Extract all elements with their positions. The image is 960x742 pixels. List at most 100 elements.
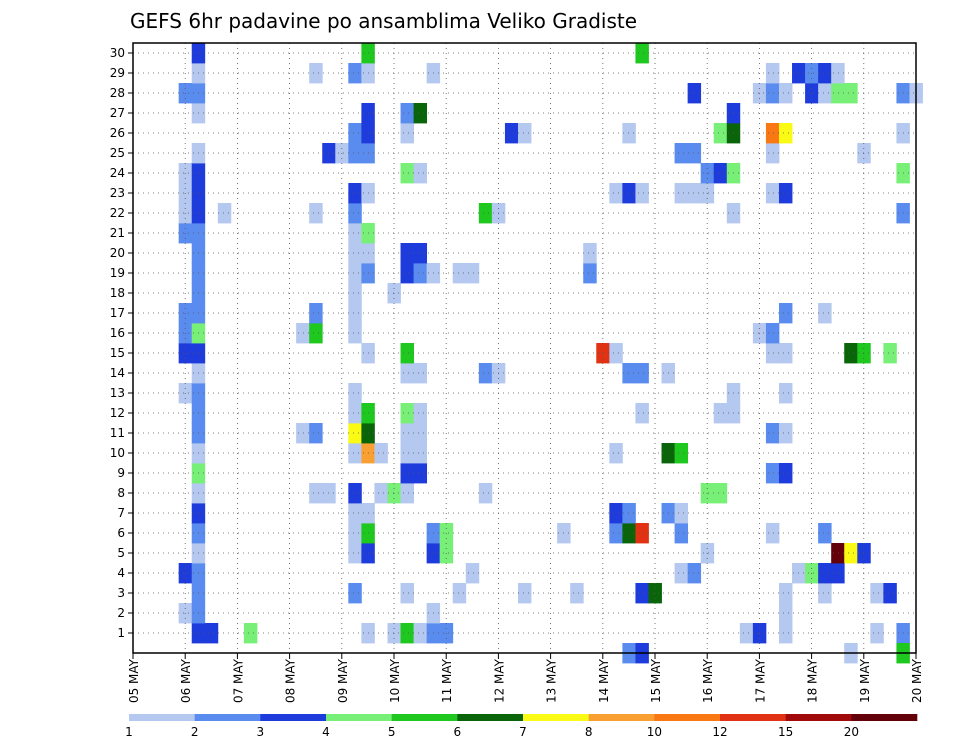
- x-tick-label: 18 MAY: [806, 658, 820, 703]
- heatmap-cell: [687, 83, 702, 104]
- heatmap-cell: [635, 183, 649, 204]
- x-tick-label: 11 MAY: [440, 658, 454, 703]
- heatmap-cell: [348, 63, 362, 84]
- x-tick-label: 09 MAY: [336, 658, 350, 703]
- heatmap-cell: [478, 483, 493, 504]
- legend-swatch: [260, 714, 327, 721]
- heatmap-cell: [765, 63, 780, 84]
- heatmap-cell: [348, 583, 362, 604]
- heatmap-cell: [348, 283, 362, 304]
- heatmap-cell: [309, 423, 323, 444]
- grid-lines: [133, 43, 916, 653]
- y-tick-label: 15: [110, 346, 125, 360]
- heatmap-cell: [831, 83, 845, 104]
- heatmap-cell: [413, 403, 428, 424]
- heatmap-cell: [622, 503, 636, 524]
- heatmap-cell: [452, 263, 467, 284]
- y-tick-label: 5: [117, 546, 125, 560]
- heatmap-cell: [765, 463, 780, 484]
- heatmap-cell: [622, 523, 636, 544]
- heatmap-cell: [765, 183, 780, 204]
- heatmap-cell: [674, 183, 689, 204]
- x-tick-label: 19 MAY: [858, 658, 872, 703]
- y-tick-label: 12: [110, 406, 125, 420]
- y-tick-label: 14: [110, 366, 125, 380]
- heatmap-cell: [348, 503, 362, 524]
- heatmap-cell: [818, 563, 832, 584]
- legend-swatch: [457, 714, 524, 721]
- heatmap-cell: [413, 443, 428, 464]
- heatmap-cell: [844, 343, 858, 364]
- x-tick-label: 06 MAY: [179, 658, 193, 703]
- heatmap-cell: [309, 323, 323, 344]
- legend-label: 10: [647, 725, 662, 739]
- heatmap-cell: [243, 623, 258, 644]
- legend-label: 20: [844, 725, 859, 739]
- heatmap-cell: [818, 303, 832, 324]
- heatmap-cell: [400, 483, 414, 504]
- heatmap-cell: [517, 123, 532, 144]
- heatmap-cell: [204, 623, 219, 644]
- x-tick-label: 15 MAY: [649, 658, 663, 703]
- y-tick-label: 8: [117, 486, 125, 500]
- heatmap-cell: [622, 123, 636, 144]
- heatmap-cell: [674, 503, 689, 524]
- x-tick-label: 20 MAY: [910, 658, 924, 703]
- y-tick-label: 20: [110, 246, 125, 260]
- legend-label: 2: [191, 725, 199, 739]
- heatmap-cell: [739, 623, 754, 644]
- heatmap-cell: [348, 223, 362, 244]
- heatmap-cell: [348, 263, 362, 284]
- heatmap-cell: [609, 503, 623, 524]
- y-tick-label: 7: [117, 506, 125, 520]
- heatmap-cell: [348, 183, 362, 204]
- heatmap-cell: [883, 583, 897, 604]
- x-tick-label: 13 MAY: [545, 658, 559, 703]
- y-tick-label: 30: [110, 46, 125, 60]
- heatmap-cell: [374, 443, 388, 464]
- heatmap-cell: [635, 583, 649, 604]
- heatmap-cell: [778, 463, 793, 484]
- chart-title: GEFS 6hr padavine po ansamblima Veliko G…: [130, 9, 637, 33]
- heatmap-cell: [635, 403, 649, 424]
- heatmap-cell: [844, 83, 858, 104]
- y-tick-label: 17: [110, 306, 125, 320]
- heatmap-cell: [765, 523, 780, 544]
- heatmap-cell: [713, 483, 728, 504]
- heatmap-cell: [309, 203, 323, 224]
- heatmap-cell: [844, 543, 858, 564]
- legend-swatch: [851, 714, 918, 721]
- heatmap-cell: [622, 363, 636, 384]
- heatmap-cell: [296, 423, 310, 444]
- heatmap-cell: [374, 483, 388, 504]
- heatmap-cell: [348, 323, 362, 344]
- y-tick-label: 22: [110, 206, 125, 220]
- y-axis: 1234567891011121314151617181920212223242…: [110, 46, 133, 640]
- heatmap-cell: [765, 83, 780, 104]
- heatmap-cell: [400, 423, 414, 444]
- y-tick-label: 16: [110, 326, 125, 340]
- heatmap-cell: [609, 343, 623, 364]
- legend-label: 1: [125, 725, 133, 739]
- legend-label: 15: [778, 725, 793, 739]
- heatmap-cell: [609, 183, 623, 204]
- x-tick-label: 17 MAY: [753, 658, 767, 703]
- legend-swatch: [588, 714, 655, 721]
- heatmap-cell: [348, 443, 362, 464]
- heatmap-cell: [348, 543, 362, 564]
- heatmap-cell: [778, 603, 793, 624]
- heatmap-cell: [870, 623, 884, 644]
- y-tick-label: 25: [110, 146, 125, 160]
- x-tick-label: 12 MAY: [492, 658, 506, 703]
- heatmap-cell: [778, 123, 793, 144]
- heatmap-cell: [517, 583, 532, 604]
- heatmap-cell: [818, 63, 832, 84]
- heatmap-cell: [765, 423, 780, 444]
- heatmap-cell: [413, 163, 428, 184]
- x-tick-label: 14 MAY: [597, 658, 611, 703]
- legend-label: 8: [585, 725, 593, 739]
- y-tick-label: 1: [117, 626, 125, 640]
- heatmap-cell: [818, 83, 832, 104]
- heatmap-cell: [400, 123, 414, 144]
- y-tick-label: 19: [110, 266, 125, 280]
